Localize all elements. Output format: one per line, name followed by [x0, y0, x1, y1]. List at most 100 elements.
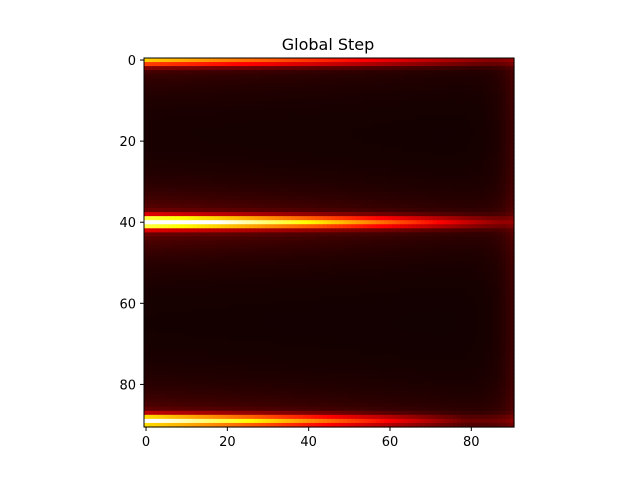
heatmap-cell	[371, 167, 377, 173]
heatmap-cell	[213, 272, 218, 278]
heatmap-cell	[144, 74, 149, 79]
heatmap-cell	[318, 122, 324, 128]
heatmap-cell	[229, 74, 235, 79]
heatmap-cell	[180, 90, 186, 96]
heatmap-cell	[200, 167, 206, 173]
heatmap-cell	[217, 155, 222, 160]
heatmap-cell	[253, 240, 259, 246]
heatmap-cell	[265, 78, 271, 83]
heatmap-cell	[424, 58, 430, 63]
heatmap-cell	[493, 240, 499, 246]
heatmap-cell	[477, 163, 483, 169]
heatmap-cell	[375, 70, 381, 75]
heatmap-cell	[489, 195, 495, 201]
heatmap-cell	[306, 74, 312, 79]
heatmap-cell	[184, 82, 190, 87]
heatmap-cell	[180, 106, 186, 112]
heatmap-cell	[335, 220, 340, 225]
heatmap-cell	[400, 62, 405, 67]
heatmap-cell	[400, 179, 405, 185]
heatmap-cell	[160, 203, 165, 209]
heatmap-cell	[493, 151, 499, 156]
heatmap-cell	[168, 212, 174, 217]
heatmap-cell	[200, 163, 206, 169]
heatmap-cell	[217, 236, 222, 242]
heatmap-cell	[192, 228, 198, 233]
heatmap-cell	[221, 252, 226, 258]
heatmap-cell	[396, 212, 401, 217]
heatmap-cell	[497, 244, 503, 250]
heatmap-cell	[192, 191, 198, 197]
heatmap-cell	[339, 183, 344, 189]
heatmap-cell	[302, 212, 308, 217]
heatmap-cell	[408, 191, 413, 197]
heatmap-cell	[420, 82, 426, 87]
heatmap-cell	[168, 86, 174, 92]
heatmap-cell	[371, 151, 377, 156]
heatmap-cell	[164, 159, 169, 165]
heatmap-cell	[188, 167, 194, 173]
heatmap-cell	[156, 252, 161, 258]
heatmap-cell	[233, 195, 239, 201]
heatmap-cell	[164, 110, 169, 116]
heatmap-cell	[261, 143, 267, 148]
heatmap-cell	[404, 126, 409, 132]
heatmap-cell	[461, 110, 466, 116]
heatmap-cell	[473, 276, 479, 282]
heatmap-cell	[400, 70, 405, 75]
heatmap-cell	[343, 130, 348, 136]
heatmap-cell	[237, 216, 243, 221]
heatmap-cell	[172, 78, 178, 83]
heatmap-cell	[343, 183, 348, 189]
heatmap-cell	[505, 256, 511, 262]
heatmap-cell	[457, 236, 462, 242]
heatmap-cell	[375, 199, 381, 205]
heatmap-cell	[351, 179, 357, 185]
heatmap-cell	[152, 74, 157, 79]
heatmap-cell	[184, 94, 190, 100]
heatmap-cell	[245, 220, 251, 225]
heatmap-cell	[188, 236, 194, 242]
heatmap-cell	[432, 94, 438, 100]
heatmap-cell	[469, 252, 474, 258]
heatmap-cell	[505, 212, 511, 217]
heatmap-cell	[278, 224, 283, 229]
heatmap-cell	[363, 167, 369, 173]
heatmap-cell	[148, 86, 153, 92]
heatmap-cell	[225, 130, 230, 136]
heatmap-cell	[347, 126, 352, 132]
heatmap-cell	[335, 151, 340, 156]
heatmap-cell	[265, 179, 271, 185]
heatmap-cell	[351, 212, 357, 217]
heatmap-cell	[396, 199, 401, 205]
heatmap-cell	[270, 167, 275, 173]
heatmap-cell	[270, 110, 275, 116]
heatmap-cell	[477, 179, 483, 185]
heatmap-cell	[493, 118, 499, 124]
heatmap-cell	[217, 82, 222, 87]
heatmap-cell	[428, 187, 434, 193]
heatmap-cell	[282, 256, 287, 262]
heatmap-cell	[347, 143, 352, 148]
heatmap-cell	[180, 98, 186, 104]
heatmap-cell	[233, 147, 239, 152]
heatmap-cell	[493, 159, 499, 165]
heatmap-cell	[509, 118, 515, 124]
heatmap-cell	[217, 126, 222, 132]
heatmap-cell	[294, 86, 300, 92]
heatmap-cell	[233, 167, 239, 173]
heatmap-cell	[172, 102, 178, 108]
heatmap-cell	[253, 183, 259, 189]
heatmap-cell	[241, 94, 247, 100]
heatmap-cell	[371, 224, 377, 229]
heatmap-cell	[465, 252, 470, 258]
heatmap-cell	[310, 151, 316, 156]
heatmap-cell	[233, 78, 239, 83]
heatmap-cell	[217, 203, 222, 209]
heatmap-cell	[383, 163, 389, 169]
heatmap-cell	[416, 199, 422, 205]
heatmap-cell	[481, 90, 487, 96]
heatmap-cell	[444, 167, 450, 173]
heatmap-cell	[217, 268, 222, 274]
heatmap-cell	[359, 167, 365, 173]
